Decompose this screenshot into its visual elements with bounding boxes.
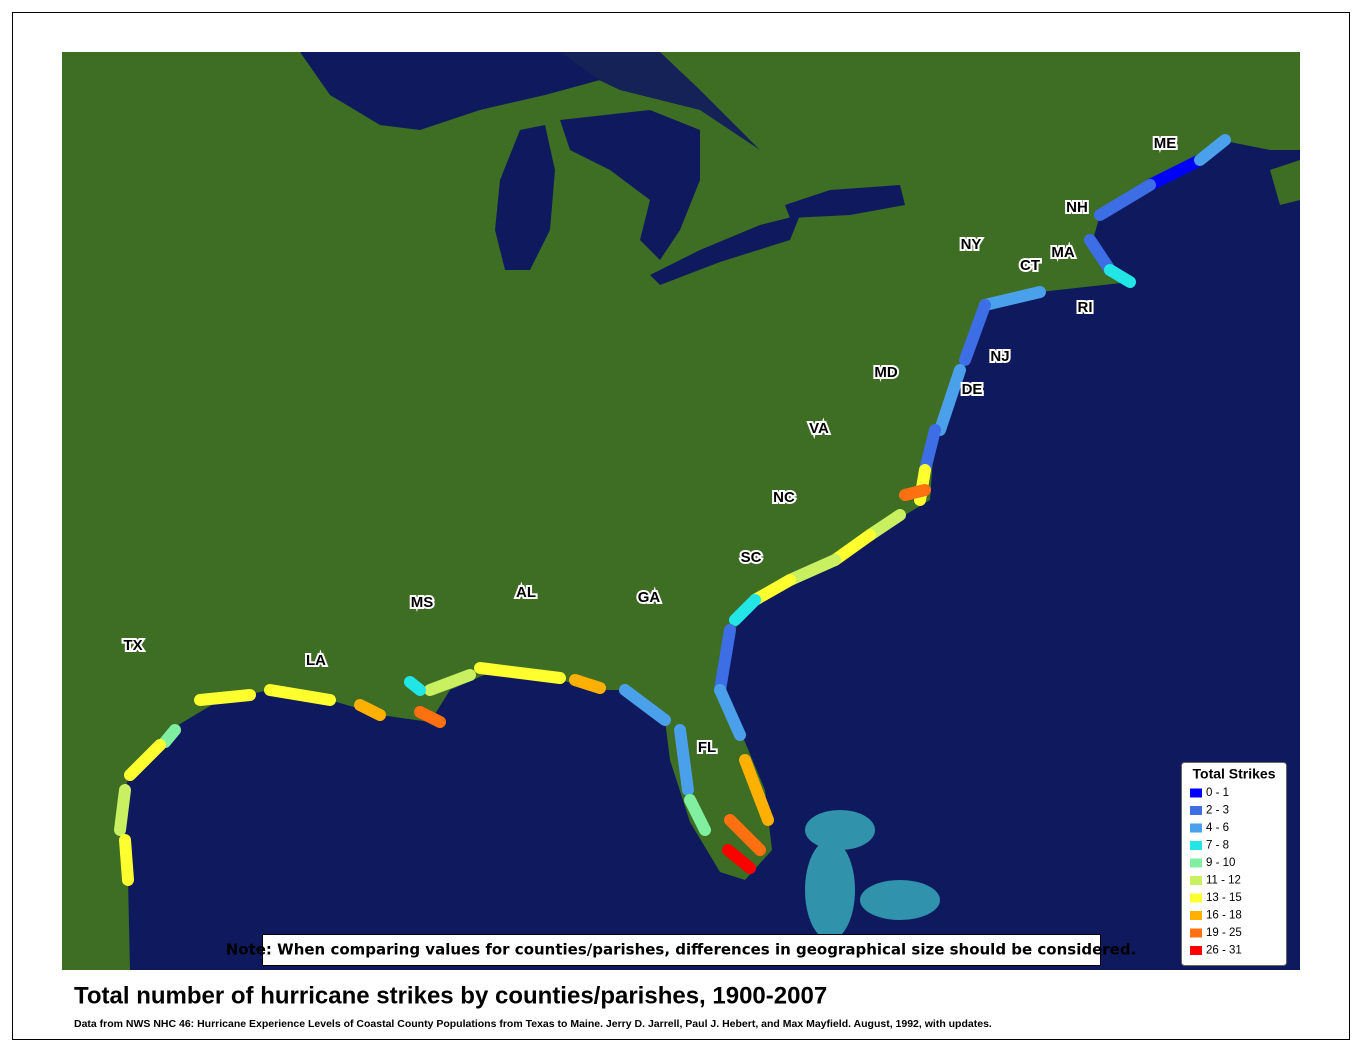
coastal-strip bbox=[354, 699, 386, 721]
source: Data from NWS NHC 46: Hurricane Experien… bbox=[74, 1018, 992, 1030]
legend-label: 26 - 31 bbox=[1206, 945, 1242, 957]
legend-swatch bbox=[1190, 841, 1202, 850]
state-label: MS bbox=[411, 594, 434, 611]
legend-swatch bbox=[1190, 946, 1202, 955]
coastal-strip bbox=[739, 754, 774, 826]
title: Total number of hurricane strikes by cou… bbox=[74, 982, 827, 1009]
legend-swatch bbox=[1190, 823, 1202, 833]
coastal-strip bbox=[194, 689, 256, 706]
coastal-strip bbox=[714, 684, 746, 741]
legend-swatch bbox=[1190, 893, 1202, 903]
lakes bbox=[300, 52, 905, 285]
coastal-strip bbox=[1084, 234, 1116, 276]
coastal-strip bbox=[829, 529, 876, 566]
coastal-strip bbox=[1144, 154, 1206, 191]
legend: Total Strikes 0 - 1 2 - 3 4 - 6 7 - 8 9 - 10… bbox=[1181, 762, 1287, 966]
coastal-strip bbox=[159, 724, 181, 748]
state-label: MD bbox=[874, 364, 897, 381]
map bbox=[62, 52, 1300, 970]
legend-label: 13 - 15 bbox=[1206, 892, 1242, 904]
state-label: DE bbox=[962, 381, 983, 398]
state-label: MA bbox=[1051, 244, 1074, 261]
state-label: NH bbox=[1066, 199, 1088, 216]
bahamas bbox=[805, 810, 940, 940]
state-label: NY bbox=[961, 236, 982, 253]
legend-label: 11 - 12 bbox=[1206, 875, 1241, 887]
coastal-strip bbox=[619, 684, 671, 726]
legend-label: 16 - 18 bbox=[1206, 910, 1242, 922]
legend-swatch bbox=[1190, 788, 1202, 798]
coastal-strip bbox=[474, 662, 566, 684]
coastal-strip bbox=[729, 594, 761, 626]
coastal-strip bbox=[684, 794, 711, 836]
state-label: FL bbox=[698, 739, 716, 756]
coastal-strip bbox=[934, 364, 966, 436]
legend-swatch bbox=[1190, 911, 1202, 920]
coastal-strip bbox=[124, 739, 166, 781]
legend-title: Total Strikes bbox=[1193, 766, 1276, 782]
legend-label: 9 - 10 bbox=[1206, 857, 1235, 869]
note-frame bbox=[262, 934, 1101, 966]
coastal-strip bbox=[119, 834, 134, 886]
state-label: RI bbox=[1078, 299, 1093, 316]
state-labels: ME NH NY MA CT RI NJ MD DE VA NC SC GA A… bbox=[121, 133, 1178, 758]
state-label: TX bbox=[123, 637, 142, 654]
legend-swatch bbox=[1190, 928, 1202, 938]
coastal-strip bbox=[979, 286, 1046, 311]
coastal-strip bbox=[722, 844, 756, 874]
coastal-strip bbox=[784, 554, 841, 586]
coastal-counties bbox=[114, 134, 1231, 886]
coastal-strip bbox=[264, 684, 336, 706]
note-box: Note: When comparing values for counties… bbox=[226, 934, 1137, 966]
legend-swatch bbox=[1190, 858, 1202, 868]
nova-scotia bbox=[1270, 160, 1300, 205]
state-label: GA bbox=[638, 589, 661, 606]
coastal-strip bbox=[724, 814, 766, 856]
state-label: LA bbox=[306, 652, 326, 669]
state-label: NJ bbox=[990, 348, 1009, 365]
coastal-strip bbox=[1194, 134, 1231, 166]
coastal-strip bbox=[1094, 179, 1156, 221]
coastal-strip bbox=[899, 484, 931, 501]
coastal-strip bbox=[424, 669, 476, 696]
coastal-strip bbox=[414, 706, 446, 728]
state-label: NC bbox=[773, 489, 795, 506]
legend-label: 0 - 1 bbox=[1206, 787, 1229, 799]
legend-label: 19 - 25 bbox=[1206, 927, 1242, 939]
legend-swatch bbox=[1190, 806, 1202, 815]
state-label: AL bbox=[516, 584, 536, 601]
coastal-strip bbox=[114, 784, 131, 836]
coastal-strip bbox=[919, 424, 941, 476]
legend-swatch bbox=[1190, 876, 1202, 885]
land bbox=[62, 52, 1300, 970]
coastal-strip bbox=[714, 624, 736, 696]
state-label: CT bbox=[1020, 257, 1040, 274]
legend-frame bbox=[1181, 762, 1287, 966]
state-label: ME bbox=[1154, 135, 1177, 152]
legend-label: 4 - 6 bbox=[1206, 822, 1229, 834]
state-label: VA bbox=[809, 420, 829, 437]
coastal-strip bbox=[749, 574, 796, 606]
coastal-strip bbox=[959, 299, 991, 366]
legend-label: 7 - 8 bbox=[1206, 840, 1229, 852]
coastal-strip bbox=[404, 676, 426, 696]
coastal-strip bbox=[674, 724, 694, 796]
coastal-strip bbox=[864, 509, 906, 541]
coastal-strip bbox=[1104, 264, 1136, 288]
coastal-strip bbox=[569, 674, 606, 694]
state-label: SC bbox=[741, 549, 762, 566]
note: Note: When comparing values for counties… bbox=[226, 941, 1137, 959]
legend-label: 2 - 3 bbox=[1206, 805, 1229, 817]
